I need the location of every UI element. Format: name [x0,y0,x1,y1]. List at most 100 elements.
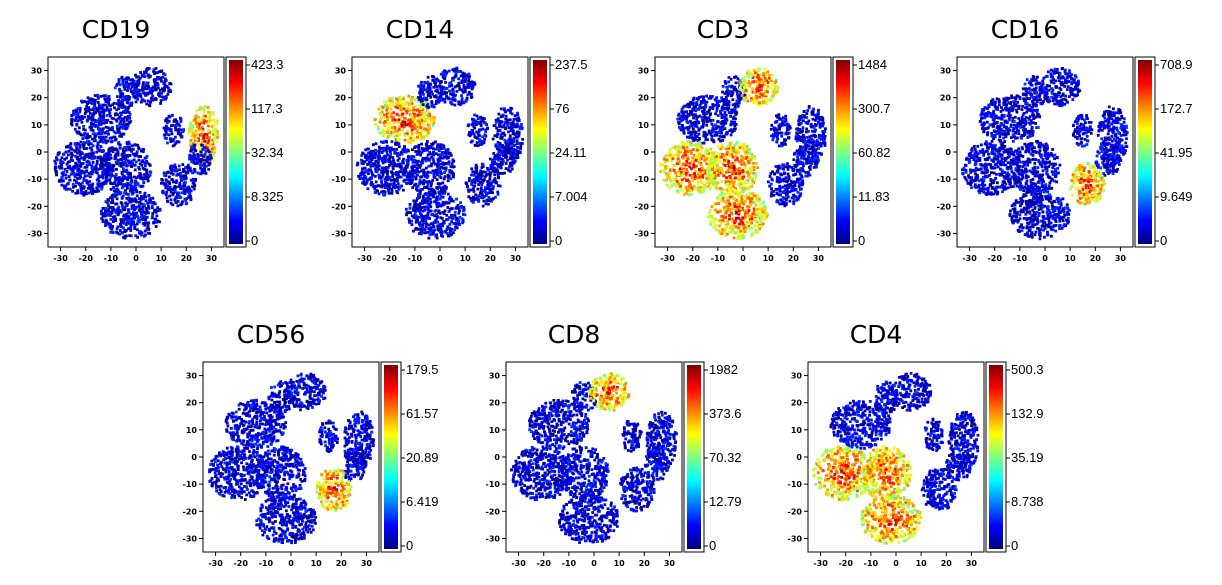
cell-point [419,98,422,101]
cell-point [429,226,432,229]
cell-point [439,216,442,219]
cell-point [69,188,72,191]
cell-point [97,177,100,180]
cell-point [139,155,142,158]
cell-point [397,119,400,122]
cell-point [201,130,204,133]
cell-point [164,77,167,80]
cell-point [487,196,490,199]
cell-point [373,163,376,166]
cell-point [679,126,682,129]
cell-point [121,196,124,199]
cell-point [369,178,372,181]
cell-point [121,173,124,176]
cell-point [432,104,435,107]
cell-point [477,198,480,201]
cell-point [175,197,178,200]
cell-point [140,215,143,218]
cell-point [727,81,730,84]
cell-point [437,182,440,185]
cell-point [379,113,382,116]
cell-point [203,119,206,122]
cell-point [106,106,109,109]
cell-point [372,143,375,146]
colorbar-label: 24.11 [555,145,587,160]
cell-point [473,184,476,187]
cell-point [506,159,509,162]
cell-point [421,151,424,154]
cell-point [432,173,435,176]
cell-point [474,136,477,139]
cell-point [436,145,439,148]
cell-point [188,132,191,135]
cell-point [97,150,100,153]
cell-point [452,160,455,163]
cell-point [415,129,418,132]
cell-point [411,131,414,134]
cell-point [716,101,719,104]
cell-point [136,144,139,147]
cell-point [712,125,715,128]
cell-point [78,111,81,114]
cell-point [452,176,455,179]
cell-point [427,81,430,84]
cell-point [156,83,159,86]
cell-point [97,143,100,146]
cell-point [386,170,389,173]
cell-point [389,151,392,154]
cell-point [60,176,63,179]
cell-point [161,191,164,194]
cell-point [100,122,103,125]
cell-point [168,188,171,191]
cell-point [519,147,522,150]
cell-point [444,167,447,170]
cell-point [457,77,460,80]
cell-point [131,81,134,84]
x-tick-label: -10 [408,254,423,263]
cell-point [213,138,216,141]
cell-point [419,84,422,87]
cell-point [216,136,219,139]
cell-point [415,221,418,224]
cell-point [443,147,446,150]
cell-point [90,171,93,174]
cell-point [210,141,213,144]
cell-point [409,103,412,106]
cell-point [155,67,158,70]
cell-point [126,89,129,92]
cell-point [206,141,209,144]
cell-point [163,172,166,175]
cell-point [387,178,390,181]
cell-point [168,176,171,179]
cell-point [454,225,457,228]
cell-point [689,110,692,113]
cell-point [120,231,123,234]
cell-point [79,175,82,178]
cell-point [385,104,388,107]
cell-point [209,154,212,157]
cell-point [405,208,408,211]
x-tick-label: -20 [78,254,93,263]
y-tick-label: 0 [36,148,42,157]
cell-point [377,108,380,111]
cell-point [448,85,451,88]
cell-point [416,108,419,111]
cell-point [122,176,125,179]
cell-point [702,124,705,127]
cell-point [451,93,454,96]
cell-point [734,123,737,126]
cell-point [118,81,121,84]
cell-point [426,194,429,197]
cell-point [721,125,724,128]
cell-point [379,185,382,188]
cell-point [361,167,364,170]
cell-point [121,179,124,182]
y-tick-label: 30 [335,67,347,76]
cell-point [393,178,396,181]
cell-point [370,184,373,187]
cell-point [466,75,469,78]
cell-point [506,149,509,152]
cell-point [433,229,436,232]
cell-point [435,102,438,105]
cell-point [144,87,147,90]
